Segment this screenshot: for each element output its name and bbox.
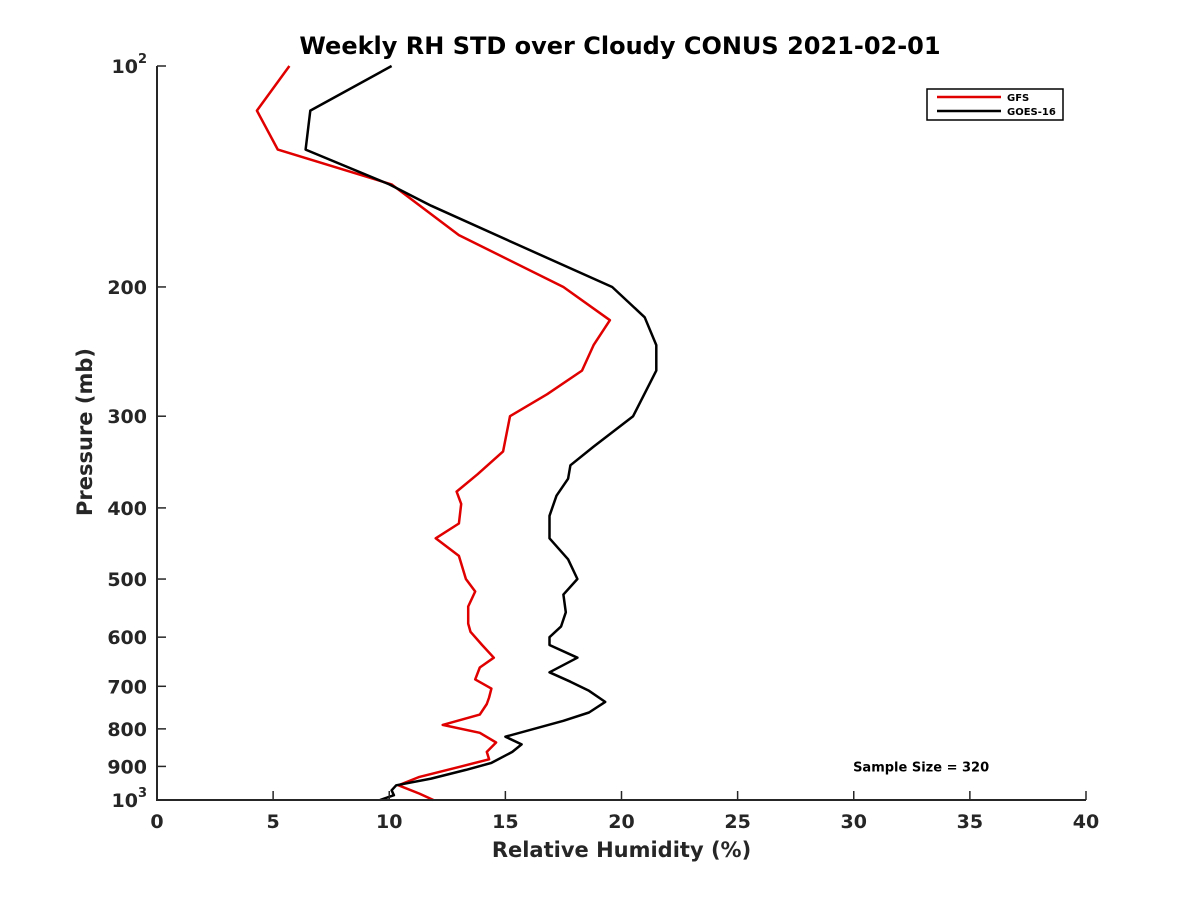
- y-axis-label: Pressure (mb): [73, 348, 97, 516]
- y-tick-label: 500: [107, 569, 147, 591]
- series-line-goes16: [304, 64, 658, 802]
- y-tick-label: 300: [107, 406, 147, 428]
- x-axis-label: Relative Humidity (%): [492, 838, 751, 862]
- axes-frame: [156, 66, 1086, 801]
- legend-box: [926, 88, 1064, 121]
- series-line-gfs: [255, 65, 612, 802]
- legend: GFS GOES-16: [926, 88, 1064, 121]
- chart-title: Weekly RH STD over Cloudy CONUS 2021-02-…: [299, 32, 940, 60]
- y-tick-label: 400: [107, 498, 147, 520]
- x-tick-label: 0: [150, 811, 163, 833]
- series-layer: [255, 64, 658, 802]
- y-tick-label: 900: [107, 756, 147, 778]
- legend-label-goes16: GOES-16: [1007, 107, 1056, 118]
- ticks-layer: 0 5 10 15 20 25 30 35 40 102 200 300 400 500 600 700 800…: [107, 52, 1099, 833]
- x-tick-label: 35: [957, 811, 983, 833]
- y-tick-label: 700: [107, 676, 147, 698]
- x-tick-label: 40: [1073, 811, 1099, 833]
- x-tick-label: 15: [492, 811, 518, 833]
- y-tick-label: 200: [107, 277, 147, 299]
- y-tick-label: 800: [107, 719, 147, 741]
- y-tick-label: 102: [112, 52, 148, 78]
- sample-size-annotation: Sample Size = 320: [853, 760, 989, 775]
- x-tick-label: 30: [841, 811, 867, 833]
- y-tick-label: 103: [112, 786, 148, 812]
- x-tick-label: 20: [608, 811, 634, 833]
- x-tick-label: 10: [376, 811, 402, 833]
- x-tick-label: 5: [267, 811, 280, 833]
- y-tick-label: 600: [107, 627, 147, 649]
- x-tick-label: 25: [724, 811, 750, 833]
- legend-label-gfs: GFS: [1007, 93, 1029, 104]
